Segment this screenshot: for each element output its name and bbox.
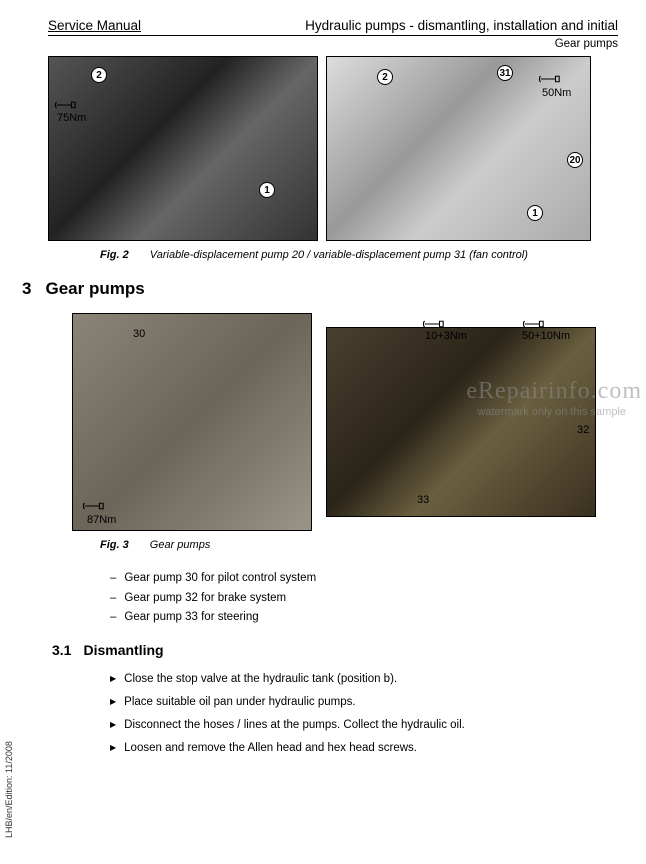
step-item: Loosen and remove the Allen head and hex… [110, 737, 618, 760]
callout-1: 1 [527, 205, 543, 221]
fig2-right-image: 2 31 20 1 50Nm [326, 56, 591, 241]
label-pointer: 30 [133, 328, 145, 340]
label-pointer: 32 [577, 424, 589, 436]
header-right: Hydraulic pumps - dismantling, installat… [305, 18, 618, 33]
list-item: Gear pump 33 for steering [110, 608, 618, 628]
callout-31: 31 [497, 65, 513, 81]
label-pointer: 87Nm [87, 514, 116, 526]
wrench-icon [423, 318, 445, 328]
step-item: Place suitable oil pan under hydraulic p… [110, 691, 618, 714]
callout-2: 2 [91, 67, 107, 83]
dismantling-steps: Close the stop valve at the hydraulic ta… [110, 668, 618, 760]
wrench-icon [523, 318, 545, 328]
fig3-label: Fig. 3 [100, 539, 129, 551]
label-pointer: 33 [417, 494, 429, 506]
torque-label: 75Nm [57, 112, 86, 124]
label-pointer: 50+10Nm [522, 330, 570, 342]
header-left: Service Manual [48, 18, 141, 33]
fig2-left-image: 2 1 75Nm [48, 56, 318, 241]
fig2-caption-main: Variable-displacement pump 20 / variable… [150, 249, 466, 261]
fig3-row: 30 87Nm 10+3Nm 50+10Nm 32 33 [48, 313, 618, 531]
gear-pump-list: Gear pump 30 for pilot control systemGea… [110, 569, 618, 628]
label-pointer: 10+3Nm [425, 330, 467, 342]
fig3-caption-text: Gear pumps [150, 539, 211, 551]
fig2-row: 2 1 75Nm 2 31 20 1 50Nm [48, 56, 618, 241]
callout-1: 1 [259, 182, 275, 198]
wrench-icon [539, 73, 561, 83]
step-item: Close the stop valve at the hydraulic ta… [110, 668, 618, 691]
subsection-31-num: 3.1 [52, 642, 71, 658]
header-sub: Gear pumps [48, 38, 618, 50]
section-3-num: 3 [22, 279, 31, 299]
section-3-header: 3 Gear pumps [22, 279, 618, 299]
fig2-caption-tail: (fan control) [466, 249, 528, 261]
page-header: Service Manual Hydraulic pumps - dismant… [48, 18, 618, 36]
fig3-left-image: 30 87Nm [72, 313, 312, 531]
subsection-31-header: 3.1 Dismantling [52, 642, 618, 658]
fig2-caption: Fig. 2 Variable-displacement pump 20 / v… [100, 249, 618, 261]
wrench-icon [55, 99, 77, 109]
side-edition: LHB/en/Edition: 11/2008 [4, 741, 14, 838]
callout-20: 20 [567, 152, 583, 168]
step-item: Disconnect the hoses / lines at the pump… [110, 714, 618, 737]
wrench-icon [83, 500, 105, 510]
callout-2: 2 [377, 69, 393, 85]
fig3-right-image: 10+3Nm 50+10Nm 32 33 [326, 327, 596, 517]
section-3-title: Gear pumps [45, 279, 144, 299]
subsection-31-title: Dismantling [83, 642, 163, 658]
fig3-caption: Fig. 3 Gear pumps [100, 539, 618, 551]
list-item: Gear pump 32 for brake system [110, 589, 618, 609]
torque-label: 50Nm [542, 87, 571, 99]
list-item: Gear pump 30 for pilot control system [110, 569, 618, 589]
fig2-label: Fig. 2 [100, 249, 129, 261]
